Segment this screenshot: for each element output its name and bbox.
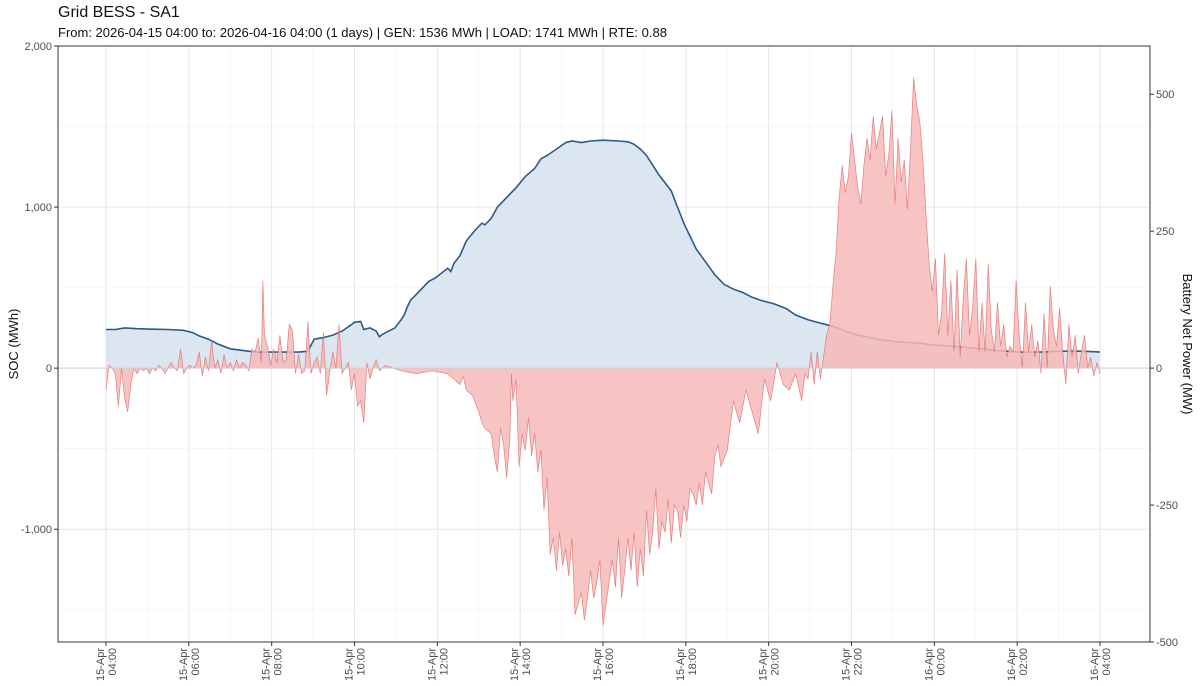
- x-tick-label-group: 16-Apr 00:00: [923, 648, 947, 681]
- x-tick-label-time: 14:00: [521, 648, 533, 676]
- x-tick-label-time: 02:00: [1018, 648, 1030, 676]
- x-tick-label-date: 15-Apr: [841, 648, 853, 681]
- soc-area: [106, 140, 1100, 369]
- x-tick-label-group: 15-Apr 10:00: [344, 648, 368, 681]
- chart-title: Grid BESS - SA1: [58, 4, 180, 21]
- x-tick-label-date: 15-Apr: [178, 648, 190, 681]
- x-tick-label-time: 12:00: [438, 648, 450, 676]
- y-left-tick-label: 1,000: [24, 202, 52, 214]
- y-right-tick-label: 500: [1156, 89, 1174, 101]
- x-tick-label-date: 16-Apr: [923, 648, 935, 681]
- x-tick-label-time: 08:00: [273, 648, 285, 676]
- x-tick-label-group: 16-Apr 02:00: [1006, 648, 1030, 681]
- x-tick-label-time: 04:00: [107, 648, 119, 676]
- x-tick-label-group: 16-Apr 04:00: [1089, 648, 1113, 681]
- x-tick-label-date: 15-Apr: [509, 648, 521, 681]
- x-tick-label-time: 18:00: [687, 648, 699, 676]
- x-tick-label-date: 15-Apr: [675, 648, 687, 681]
- x-tick-label-time: 10:00: [356, 648, 368, 676]
- x-tick-label-group: 15-Apr 20:00: [758, 648, 782, 681]
- y-left-tick-label: 2,000: [24, 41, 52, 53]
- y-axis-right-title: Battery Net Power (MW): [1180, 274, 1195, 415]
- y-right-tick-label: -250: [1156, 500, 1178, 512]
- x-tick-label-date: 16-Apr: [1006, 648, 1018, 681]
- x-tick-label-time: 04:00: [1101, 648, 1113, 676]
- y-right-tick-label: 250: [1156, 226, 1174, 238]
- x-tick-label-group: 15-Apr 18:00: [675, 648, 699, 681]
- y-right-tick-label: 0: [1156, 363, 1162, 375]
- x-tick-label-date: 16-Apr: [1089, 648, 1101, 681]
- x-tick-label-group: 15-Apr 16:00: [592, 648, 616, 681]
- x-tick-label-date: 15-Apr: [95, 648, 107, 681]
- x-tick-label-date: 15-Apr: [592, 648, 604, 681]
- x-tick-label-date: 15-Apr: [344, 648, 356, 681]
- x-tick-label-group: 15-Apr 12:00: [426, 648, 450, 681]
- x-tick-label-group: 15-Apr 06:00: [178, 648, 202, 681]
- x-tick-label-group: 15-Apr 14:00: [509, 648, 533, 681]
- net-power-line: [105, 77, 1101, 626]
- x-tick-label-date: 15-Apr: [758, 648, 770, 681]
- y-axis-left-title: SOC (MWh): [6, 309, 21, 380]
- x-tick-label-time: 22:00: [853, 648, 865, 676]
- x-tick-label-group: 15-Apr 08:00: [261, 648, 285, 681]
- x-tick-label-date: 15-Apr: [426, 648, 438, 681]
- net-power-area: [106, 77, 1100, 626]
- chart-subtitle: From: 2026-04-15 04:00 to: 2026-04-16 04…: [58, 25, 667, 40]
- x-tick-label-group: 15-Apr 22:00: [841, 648, 865, 681]
- x-tick-label-time: 20:00: [770, 648, 782, 676]
- y-right-tick-label: -500: [1156, 637, 1178, 649]
- data-areas: [58, 77, 1150, 626]
- y-left-tick-label: 0: [46, 363, 52, 375]
- x-tick-label-time: 16:00: [604, 648, 616, 676]
- plot-border: [57, 45, 1151, 643]
- x-tick-label-time: 00:00: [935, 648, 947, 676]
- x-tick-label-time: 06:00: [190, 648, 202, 676]
- x-tick-label-date: 15-Apr: [261, 648, 273, 681]
- y-left-tick-label: -1,000: [21, 524, 52, 536]
- x-tick-label-group: 15-Apr 04:00: [95, 648, 119, 681]
